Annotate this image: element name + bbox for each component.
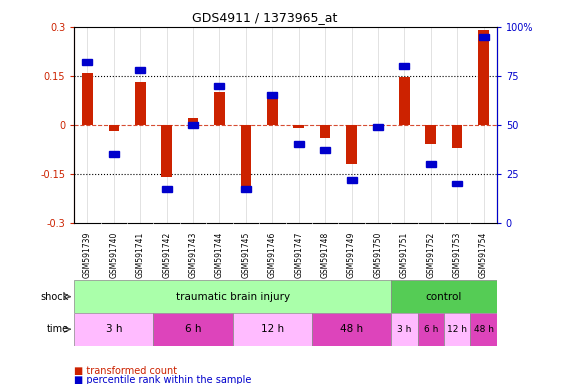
Text: GSM591739: GSM591739 bbox=[83, 231, 92, 278]
Text: GSM591753: GSM591753 bbox=[453, 231, 462, 278]
Bar bbox=[162, 187, 172, 192]
Bar bbox=[425, 125, 436, 144]
Text: GSM591751: GSM591751 bbox=[400, 231, 409, 278]
Bar bbox=[74, 313, 154, 346]
Bar bbox=[478, 30, 489, 125]
Text: GSM591740: GSM591740 bbox=[109, 231, 118, 278]
Text: 48 h: 48 h bbox=[340, 324, 363, 334]
Bar bbox=[241, 187, 251, 192]
Bar bbox=[426, 161, 436, 167]
Bar bbox=[154, 313, 233, 346]
Bar bbox=[82, 59, 93, 65]
Bar bbox=[215, 83, 224, 89]
Bar bbox=[399, 78, 409, 125]
Text: 12 h: 12 h bbox=[261, 324, 284, 334]
Text: GSM591746: GSM591746 bbox=[268, 231, 277, 278]
Text: ■ percentile rank within the sample: ■ percentile rank within the sample bbox=[74, 375, 252, 384]
Text: GSM591745: GSM591745 bbox=[242, 231, 251, 278]
Bar bbox=[293, 141, 304, 147]
Title: GDS4911 / 1373965_at: GDS4911 / 1373965_at bbox=[192, 11, 337, 24]
Text: time: time bbox=[46, 324, 69, 334]
Bar bbox=[108, 125, 119, 131]
Text: GSM591754: GSM591754 bbox=[479, 231, 488, 278]
Bar bbox=[162, 125, 172, 177]
Text: GSM591749: GSM591749 bbox=[347, 231, 356, 278]
Text: GSM591750: GSM591750 bbox=[373, 231, 383, 278]
Bar bbox=[135, 67, 145, 73]
Bar bbox=[452, 180, 462, 187]
Bar bbox=[312, 313, 391, 346]
Bar bbox=[373, 124, 383, 130]
Text: ■ transformed count: ■ transformed count bbox=[74, 366, 178, 376]
Text: shock: shock bbox=[41, 291, 69, 302]
Bar bbox=[233, 313, 312, 346]
Text: control: control bbox=[426, 291, 462, 302]
Text: 6 h: 6 h bbox=[185, 324, 202, 334]
Text: 48 h: 48 h bbox=[473, 325, 493, 334]
Bar bbox=[346, 125, 357, 164]
Text: GSM591741: GSM591741 bbox=[136, 231, 145, 278]
Bar bbox=[417, 313, 444, 346]
Bar bbox=[82, 73, 93, 125]
Bar bbox=[135, 83, 146, 125]
Bar bbox=[471, 313, 497, 346]
Text: 3 h: 3 h bbox=[397, 325, 412, 334]
Text: traumatic brain injury: traumatic brain injury bbox=[176, 291, 289, 302]
Bar bbox=[391, 280, 497, 313]
Bar bbox=[444, 313, 471, 346]
Bar bbox=[391, 313, 417, 346]
Text: GSM591752: GSM591752 bbox=[426, 231, 435, 278]
Bar bbox=[320, 125, 331, 138]
Text: 6 h: 6 h bbox=[424, 325, 438, 334]
Bar bbox=[214, 92, 225, 125]
Bar bbox=[478, 34, 489, 40]
Bar bbox=[267, 92, 278, 125]
Bar bbox=[188, 122, 198, 128]
Text: GSM591743: GSM591743 bbox=[188, 231, 198, 278]
Text: 3 h: 3 h bbox=[106, 324, 122, 334]
Bar bbox=[373, 125, 383, 128]
Bar bbox=[293, 125, 304, 128]
Bar bbox=[267, 93, 278, 98]
Text: GSM591747: GSM591747 bbox=[294, 231, 303, 278]
Text: GSM591744: GSM591744 bbox=[215, 231, 224, 278]
Text: 12 h: 12 h bbox=[447, 325, 467, 334]
Text: GSM591748: GSM591748 bbox=[320, 231, 329, 278]
Bar bbox=[320, 147, 330, 153]
Text: GSM591742: GSM591742 bbox=[162, 231, 171, 278]
Bar bbox=[347, 177, 356, 182]
Bar bbox=[74, 280, 391, 313]
Bar bbox=[452, 125, 463, 148]
Bar bbox=[109, 151, 119, 157]
Bar bbox=[240, 125, 251, 189]
Bar bbox=[399, 63, 409, 69]
Bar bbox=[188, 118, 198, 125]
